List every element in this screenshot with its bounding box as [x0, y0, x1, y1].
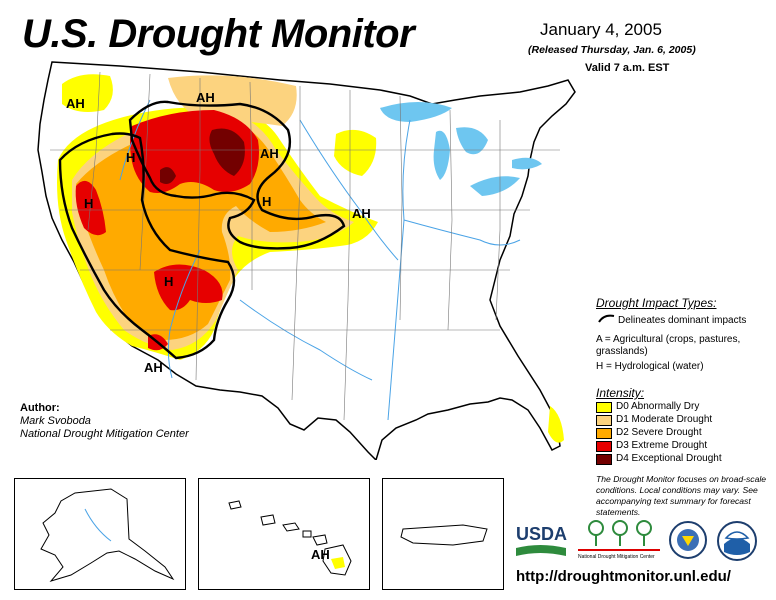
release-date: (Released Thursday, Jan. 6, 2005)	[528, 44, 696, 56]
intensity-legend-heading: Intensity:	[596, 386, 645, 400]
drought-d4-areas	[160, 128, 245, 184]
svg-text:National Drought Mitigation Ce: National Drought Mitigation Center	[578, 554, 655, 560]
impact-labels: AH AH AH AH AH H H H H	[66, 90, 371, 375]
impact-label: AH	[311, 547, 330, 562]
impact-boundaries	[58, 100, 346, 360]
website-url[interactable]: http://droughtmonitor.unl.edu/	[516, 568, 731, 585]
impact-label: H	[84, 196, 93, 211]
impact-label: H	[262, 194, 271, 209]
swatch-d1	[596, 415, 612, 426]
intensity-label-d1: D1 Moderate Drought	[616, 414, 713, 425]
author-org: National Drought Mitigation Center	[20, 428, 189, 440]
svg-text:USDA: USDA	[516, 524, 567, 544]
impact-label: AH	[144, 360, 163, 375]
state-boundaries	[50, 71, 560, 421]
impact-label: H	[126, 150, 135, 165]
map-date: January 4, 2005	[540, 20, 662, 39]
impact-label: AH	[196, 90, 215, 105]
swatch-d4	[596, 454, 612, 465]
intensity-label-d2: D2 Severe Drought	[616, 427, 702, 438]
author-heading: Author:	[20, 402, 60, 414]
ndmc-logo-icon: National Drought Mitigation Center	[578, 520, 660, 560]
intensity-label-d3: D3 Extreme Drought	[616, 440, 708, 451]
author-name: Mark Svoboda	[20, 415, 91, 427]
usda-logo-icon: USDA	[516, 524, 567, 556]
disclaimer-note: The Drought Monitor focuses on broad-sca…	[596, 474, 767, 517]
impact-h-label: H = Hydrological (water)	[596, 361, 704, 372]
swatch-d0	[596, 402, 612, 413]
noaa-logo-icon	[717, 521, 757, 561]
alaska-inset	[14, 478, 186, 590]
impact-legend-heading: Drought Impact Types:	[596, 296, 717, 310]
impact-label: AH	[66, 96, 85, 111]
hawaii-inset: AH	[198, 478, 370, 590]
swatch-d2	[596, 428, 612, 439]
impact-line-label: Delineates dominant impacts	[618, 315, 747, 326]
impact-a-label: A = Agricultural (crops, pastures, grass…	[596, 334, 741, 357]
page-title: U.S. Drought Monitor	[22, 12, 415, 56]
puerto-rico-inset	[382, 478, 504, 590]
impact-label: H	[164, 274, 173, 289]
swatch-d3	[596, 441, 612, 452]
impact-label: AH	[352, 206, 371, 221]
commerce-seal-icon	[669, 521, 707, 559]
impact-label: AH	[260, 146, 279, 161]
impact-line-icon	[598, 314, 615, 323]
intensity-label-d4: D4 Exceptional Drought	[616, 453, 722, 464]
intensity-label-d0: D0 Abnormally Dry	[616, 401, 700, 412]
great-lakes	[380, 102, 542, 196]
valid-time: Valid 7 a.m. EST	[585, 62, 670, 74]
author-block: Author: Mark Svoboda National Drought Mi…	[20, 402, 189, 441]
us-drought-map: AH AH AH AH AH H H H H	[37, 61, 576, 460]
